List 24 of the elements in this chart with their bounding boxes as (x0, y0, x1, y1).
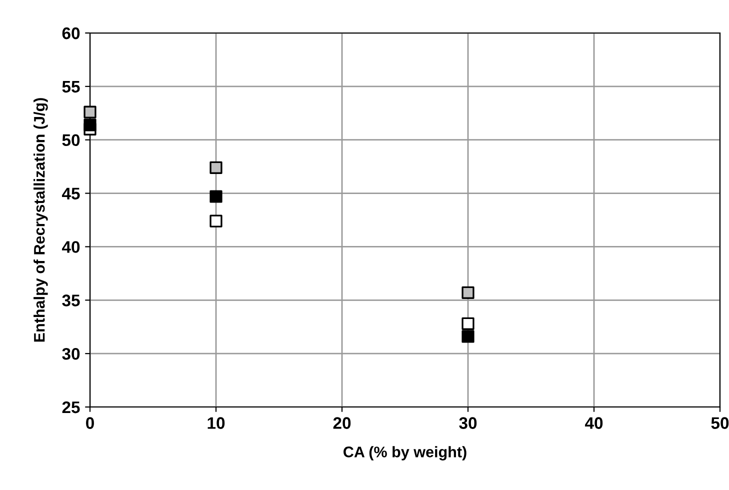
x-tick-label: 0 (86, 417, 94, 429)
y-tick-label: 45 (62, 188, 80, 200)
y-tick-label: 40 (62, 241, 80, 253)
y-tick-label: 25 (62, 401, 80, 414)
x-tick-label: 30 (459, 417, 477, 429)
point (462, 317, 474, 330)
y-tick-label: 50 (62, 134, 80, 146)
point (210, 161, 222, 174)
x-tick-label: 50 (711, 417, 729, 429)
x-tick-label: 20 (333, 417, 351, 429)
x-tick-label: 40 (584, 417, 603, 429)
y-tick-label: 55 (62, 81, 80, 93)
point (462, 286, 474, 299)
point (210, 214, 222, 228)
y-tick-label: 35 (62, 294, 80, 306)
point (84, 106, 96, 118)
y-axis-title: Enthalpy of Recrystallization (J/g) (34, 98, 48, 342)
point (84, 118, 96, 132)
y-tick-label: 60 (62, 27, 80, 40)
x-tick-label: 10 (208, 417, 225, 429)
x-axis-title: CA (% by weight) (344, 446, 466, 460)
point (462, 330, 474, 343)
y-tick-label: 30 (62, 348, 80, 360)
point (210, 190, 222, 203)
